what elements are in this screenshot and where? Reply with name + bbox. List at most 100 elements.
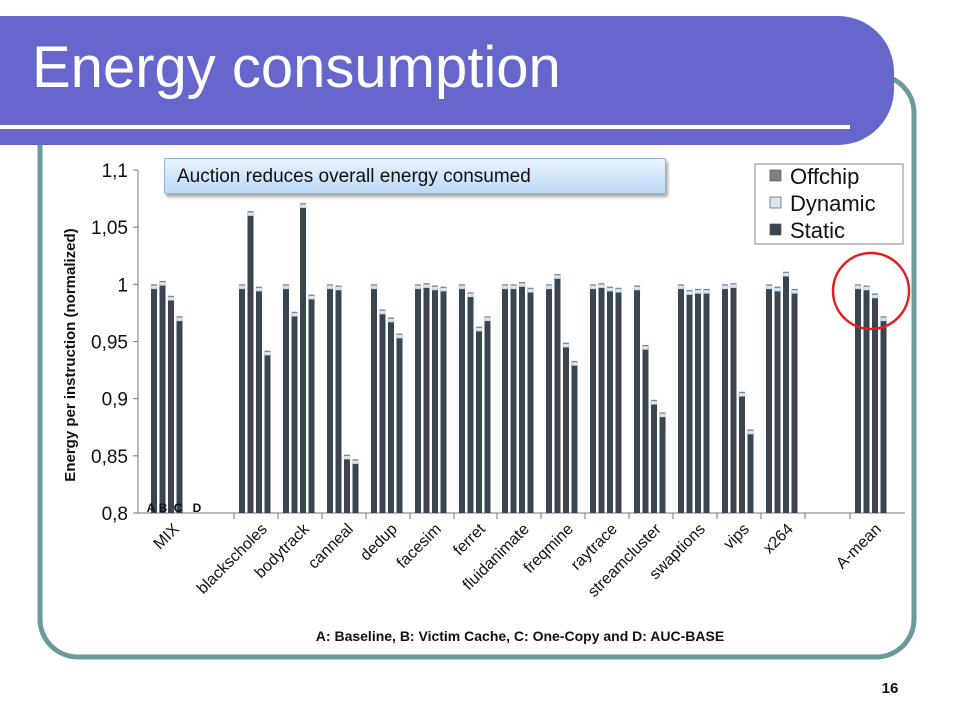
bar-static-segment <box>686 294 693 513</box>
bar-offchip-segment <box>651 399 657 401</box>
bar-facesim-A <box>414 284 422 513</box>
bar-swaptions-D <box>703 288 710 513</box>
bar-dynamic-segment <box>501 285 509 290</box>
bar-static-segment <box>300 207 306 514</box>
bar-offchip-segment <box>335 285 342 287</box>
bar-static-segment <box>554 278 561 513</box>
bar-offchip-segment <box>151 284 157 286</box>
x-category-label: vips <box>721 521 753 553</box>
bar-letter-label: B <box>159 501 168 515</box>
title-underline <box>0 125 850 129</box>
bar-static-segment <box>396 338 403 513</box>
bar-swaptions-C <box>694 288 702 513</box>
bar-static-segment <box>571 365 578 513</box>
bar-dynamic-segment <box>159 281 166 286</box>
bar-dedup-D <box>396 333 403 513</box>
bar-raytrace-D <box>615 287 622 513</box>
bar-static-segment <box>739 396 745 513</box>
bar-static-segment <box>467 296 474 513</box>
callout-box: Auction reduces overall energy consumed <box>164 158 666 194</box>
bar-dynamic-segment <box>615 288 622 293</box>
bar-offchip-segment <box>344 454 350 456</box>
bar-offchip-segment <box>502 284 508 286</box>
bar-dynamic-segment <box>414 285 422 290</box>
bar-bodytrack-C <box>299 203 307 514</box>
bar-dynamic-segment <box>765 285 773 290</box>
bar-offchip-segment <box>423 283 430 285</box>
bar-static-segment <box>651 404 657 513</box>
bar-dynamic-segment <box>299 204 307 208</box>
bar-static-segment <box>159 285 166 513</box>
bar-A-mean-B <box>863 285 870 513</box>
bar-dynamic-segment <box>677 285 685 290</box>
bar-MIX-C <box>167 295 175 513</box>
bar-dynamic-segment <box>176 317 183 322</box>
x-category-label: freqmine <box>521 521 577 577</box>
bar-static-segment <box>415 288 421 513</box>
legend-label: Dynamic <box>790 191 876 216</box>
bar-dynamic-segment <box>527 288 534 293</box>
bar-freqmine-C <box>562 342 570 513</box>
bar-offchip-segment <box>642 344 649 347</box>
bar-offchip-segment <box>415 284 421 286</box>
bar-static-segment <box>519 286 525 513</box>
bar-static-segment <box>730 287 737 513</box>
bar-static-segment <box>607 291 613 513</box>
bar-dynamic-segment <box>458 285 466 290</box>
bar-offchip-segment <box>476 326 482 328</box>
bar-vips-A <box>721 284 729 513</box>
bar-static-segment <box>335 290 342 513</box>
bar-offchip-segment <box>510 284 517 286</box>
bar-static-segment <box>855 288 861 513</box>
legend-swatch <box>769 223 782 236</box>
bar-dynamic-segment <box>721 285 729 290</box>
bar-facesim-C <box>431 285 439 513</box>
bar-dynamic-segment <box>475 327 483 332</box>
highlight-circle <box>831 251 911 331</box>
bar-static-segment <box>527 292 534 513</box>
bar-static-segment <box>476 331 482 513</box>
bar-offchip-segment <box>440 286 447 288</box>
bar-dynamic-segment <box>642 345 649 350</box>
bar-dynamic-segment <box>255 287 263 292</box>
bar-offchip-segment <box>739 391 745 393</box>
bar-blackscholes-D <box>264 350 271 513</box>
bar-freqmine-D <box>571 360 578 513</box>
bar-streamcluster-D <box>659 412 666 513</box>
bar-dynamic-segment <box>423 284 430 289</box>
bar-dynamic-segment <box>571 361 578 366</box>
bar-static-segment <box>659 416 666 513</box>
title-band <box>0 16 894 145</box>
legend-label: Static <box>790 218 845 243</box>
bar-dynamic-segment <box>686 290 693 295</box>
bar-x264-D <box>791 288 798 513</box>
bar-dedup-C <box>387 317 395 513</box>
bar-static-segment <box>168 300 174 513</box>
bar-canneal-C <box>343 454 351 513</box>
bar-static-segment <box>308 299 315 513</box>
bar-offchip-segment <box>783 271 789 273</box>
bar-static-segment <box>863 290 870 513</box>
bar-dynamic-segment <box>484 317 491 322</box>
bar-offchip-segment <box>388 317 394 319</box>
bar-static-segment <box>791 293 798 513</box>
bar-dynamic-segment <box>747 430 754 435</box>
bar-static-segment <box>766 288 772 513</box>
x-category-label: x264 <box>760 521 797 558</box>
bar-offchip-segment <box>855 284 861 286</box>
x-axis-title: A: Baseline, B: Victim Cache, C: One-Cop… <box>316 628 724 644</box>
bar-offchip-segment <box>283 284 289 286</box>
bar-static-segment <box>598 287 605 513</box>
bar-dynamic-segment <box>326 285 334 290</box>
bar-static-segment <box>291 316 298 513</box>
bar-ferret-D <box>484 316 491 513</box>
bar-offchip-segment <box>678 284 684 286</box>
bar-MIX-A <box>150 284 158 513</box>
bar-offchip-segment <box>766 284 772 286</box>
bar-offchip-segment <box>571 360 578 363</box>
bar-letter-label: C <box>174 501 183 515</box>
bar-dynamic-segment <box>791 289 798 294</box>
bar-dynamic-segment <box>335 286 342 291</box>
bar-static-segment <box>590 288 596 513</box>
